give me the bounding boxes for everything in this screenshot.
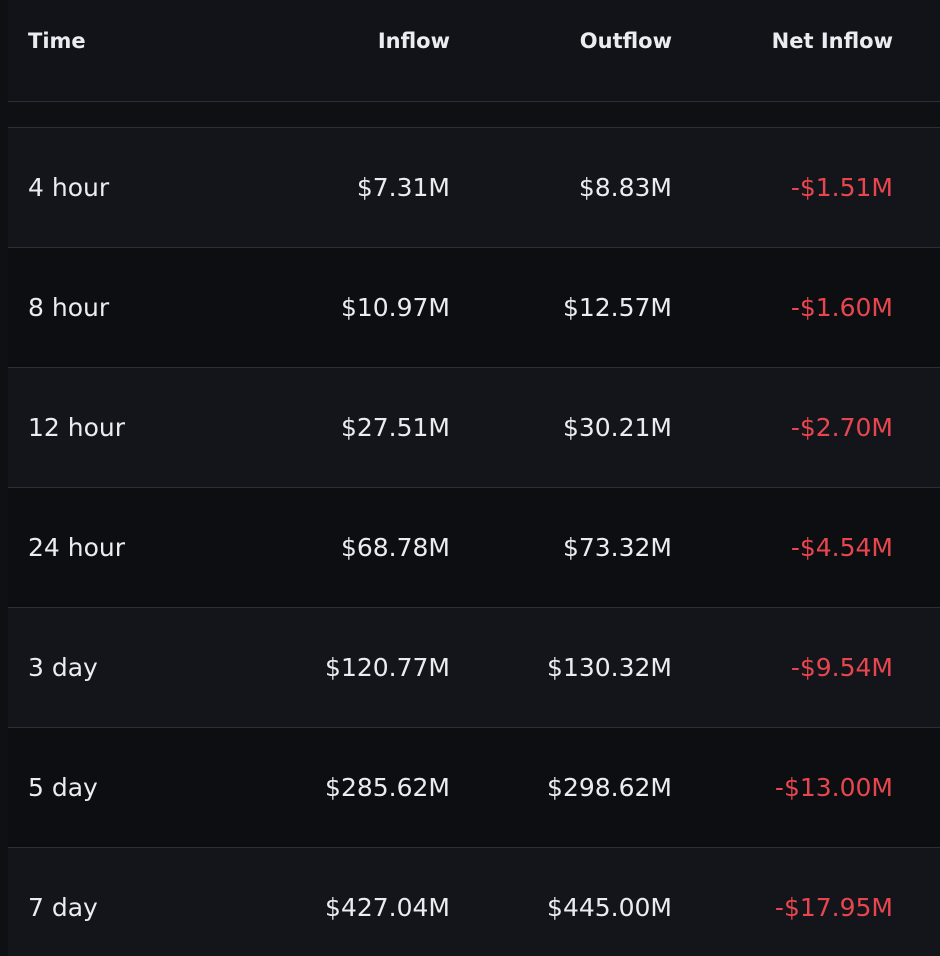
net-inflow-cell: -$1.51M xyxy=(790,173,893,202)
inflow-cell: $427.04M xyxy=(325,893,450,922)
time-cell: 12 hour xyxy=(28,413,126,442)
header-row: Time Inflow Outflow Net Inflow xyxy=(8,0,940,102)
inflow-cell: $68.78M xyxy=(340,533,450,562)
header-cell: Outflow xyxy=(579,29,672,53)
header-cell: Time xyxy=(28,29,86,53)
table-row: 5 day $285.62M $298.62M -$13.00M xyxy=(8,728,940,848)
time-cell: 4 hour xyxy=(28,173,110,202)
outflow-cell: $12.57M xyxy=(562,293,672,322)
time-cell: 3 day xyxy=(28,653,98,682)
time-cell: 24 hour xyxy=(28,533,126,562)
outflow-cell: $445.00M xyxy=(547,893,672,922)
table-row: 3 day $120.77M $130.32M -$9.54M xyxy=(8,608,940,728)
table-row: 12 hour $27.51M $30.21M -$2.70M xyxy=(8,368,940,488)
net-inflow-cell: -$13.00M xyxy=(774,773,893,802)
outflow-cell: $298.62M xyxy=(547,773,672,802)
net-inflow-cell: -$1.60M xyxy=(790,293,893,322)
inflow-cell: $7.31M xyxy=(356,173,450,202)
time-cell: 5 day xyxy=(28,773,98,802)
inflow-cell: $27.51M xyxy=(340,413,450,442)
inflow-cell: $120.77M xyxy=(325,653,450,682)
inflow-cell: $285.62M xyxy=(325,773,450,802)
header-cell: Inflow xyxy=(377,29,450,53)
table-row: 8 hour $10.97M $12.57M -$1.60M xyxy=(8,248,940,368)
spacer-row xyxy=(8,102,940,128)
net-inflow-cell: -$17.95M xyxy=(774,893,893,922)
outflow-cell: $8.83M xyxy=(578,173,672,202)
net-inflow-cell: -$2.70M xyxy=(790,413,893,442)
time-cell: 8 hour xyxy=(28,293,110,322)
outflow-cell: $30.21M xyxy=(562,413,672,442)
table-row: 24 hour $68.78M $73.32M -$4.54M xyxy=(8,488,940,608)
header-cell: Net Inflow xyxy=(771,29,893,53)
outflow-cell: $73.32M xyxy=(562,533,672,562)
inflow-cell: $10.97M xyxy=(340,293,450,322)
time-cell: 7 day xyxy=(28,893,98,922)
table-row: 4 hour $7.31M $8.83M -$1.51M xyxy=(8,128,940,248)
outflow-cell: $130.32M xyxy=(547,653,672,682)
net-inflow-cell: -$4.54M xyxy=(790,533,893,562)
table-row: 7 day $427.04M $445.00M -$17.95M xyxy=(8,848,940,956)
net-inflow-cell: -$9.54M xyxy=(790,653,893,682)
